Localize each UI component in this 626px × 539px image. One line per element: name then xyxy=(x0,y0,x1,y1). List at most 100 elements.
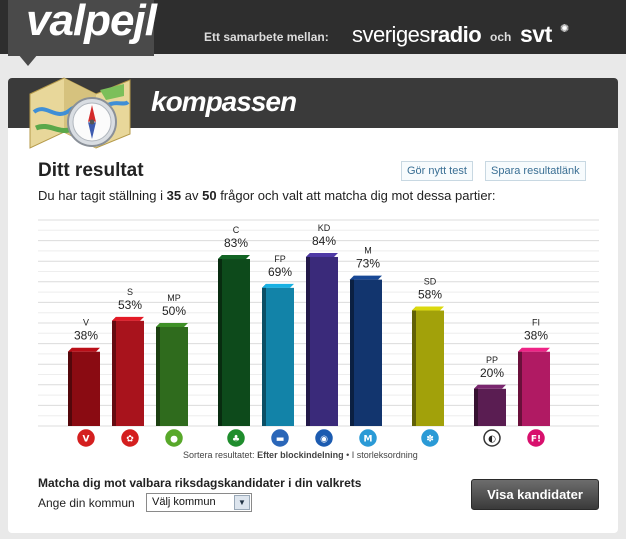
kd-globe-icon-glyph: ◉ xyxy=(320,435,328,445)
party-match-chart: V38%VS53%✿MP50%●C83%♣FP69%▬KD84%◉M73%MSD… xyxy=(38,219,599,447)
bar-category-label: KD xyxy=(318,223,331,233)
bar-value-label: 73% xyxy=(356,257,380,271)
fp-car-icon xyxy=(271,429,289,447)
panel-title: kompassen xyxy=(151,86,297,117)
bar-category-label: C xyxy=(233,225,240,235)
bar-side xyxy=(518,347,522,426)
connector-text: och xyxy=(490,30,512,44)
logo-tab: valpejl xyxy=(8,0,157,56)
svt-star-icon: ✺ xyxy=(560,23,570,35)
bar-fp[interactable] xyxy=(266,287,294,426)
sort-by-size-link[interactable]: I storleksordning xyxy=(351,450,418,460)
bar-value-label: 84% xyxy=(312,234,336,248)
valpejl-logo[interactable]: valpejl xyxy=(26,0,157,45)
fp-car-icon-glyph: ▬ xyxy=(276,435,285,445)
c-clover-icon-glyph: ♣ xyxy=(232,435,240,445)
bar-value-label: 38% xyxy=(524,329,548,343)
c-clover-icon xyxy=(227,429,245,447)
bar-top xyxy=(112,316,144,321)
bar-top xyxy=(262,283,294,288)
stance-total: 50 xyxy=(202,188,217,203)
bar-side xyxy=(218,255,222,426)
bar-value-label: 50% xyxy=(162,304,186,318)
bar-category-label: MP xyxy=(167,293,181,303)
bar-mp[interactable] xyxy=(160,327,188,426)
bar-value-label: 58% xyxy=(418,288,442,302)
bar-side xyxy=(350,275,354,426)
bar-top xyxy=(518,347,550,352)
bar-side xyxy=(112,316,116,426)
sort-prefix: Sortera resultatet: xyxy=(183,450,255,460)
pp-pirate-icon-glyph: ◐ xyxy=(488,435,496,445)
bar-top xyxy=(156,323,188,327)
bar-side xyxy=(306,252,310,426)
stance-prefix: Du har tagit ställning i xyxy=(38,188,164,203)
bar-top xyxy=(218,255,250,260)
bar-top xyxy=(306,252,338,257)
result-title: Ditt resultat xyxy=(38,160,144,181)
sr-logo-a: sveriges xyxy=(352,22,430,47)
kommun-label: Ange din kommun xyxy=(38,496,135,510)
bar-pp[interactable] xyxy=(478,388,506,426)
kommun-select-value: Välj kommun xyxy=(152,496,216,508)
bar-top xyxy=(474,384,506,389)
bar-value-label: 53% xyxy=(118,298,142,312)
bar-side xyxy=(68,347,72,426)
bar-category-label: V xyxy=(83,318,89,328)
bar-category-label: SD xyxy=(424,277,437,287)
bar-top xyxy=(68,347,100,352)
sr-logo-b: radio xyxy=(429,22,482,47)
kd-globe-icon xyxy=(315,429,333,447)
bar-category-label: PP xyxy=(486,355,498,365)
rose-v-icon xyxy=(77,429,95,447)
bar-fi[interactable] xyxy=(522,351,550,426)
bar-sd[interactable] xyxy=(416,310,444,426)
show-candidates-button[interactable]: Visa kandidater xyxy=(471,479,599,510)
stance-suffix: frågor och valt att matcha dig mot dessa… xyxy=(220,188,496,203)
bar-v[interactable] xyxy=(72,351,100,426)
m-logo-icon xyxy=(359,429,377,447)
bar-top xyxy=(350,275,382,280)
bar-side xyxy=(412,306,416,426)
kommun-select[interactable]: Välj kommun ▼ xyxy=(146,493,252,512)
fi-logo-icon-glyph: F! xyxy=(531,435,541,445)
sd-flower-icon-glyph: ✽ xyxy=(426,435,434,445)
stance-text: Du har tagit ställning i 35 av 50 frågor… xyxy=(38,188,496,203)
svt-logo[interactable]: svt xyxy=(520,21,552,47)
m-logo-icon-glyph: M xyxy=(364,435,373,445)
sort-options: Sortera resultatet: Efter blockindelning… xyxy=(183,450,418,460)
bar-category-label: S xyxy=(127,287,133,297)
rose-v-icon-glyph: V xyxy=(83,435,90,445)
bar-side xyxy=(474,384,478,426)
bar-side xyxy=(156,323,160,426)
rose-s-icon-glyph: ✿ xyxy=(126,435,134,445)
bar-value-label: 38% xyxy=(74,329,98,343)
new-test-button[interactable]: Gör nytt test xyxy=(401,161,473,181)
bar-value-label: 83% xyxy=(224,236,248,250)
save-result-link-button[interactable]: Spara resultatlänk xyxy=(485,161,586,181)
sd-flower-icon xyxy=(421,429,439,447)
pp-pirate-icon xyxy=(483,429,501,447)
bar-m[interactable] xyxy=(354,279,382,426)
bar-kd[interactable] xyxy=(310,256,338,426)
mp-sun-icon-glyph: ● xyxy=(170,435,178,445)
bar-category-label: M xyxy=(364,246,372,256)
bar-value-label: 69% xyxy=(268,265,292,279)
bar-s[interactable] xyxy=(116,320,144,426)
stance-of: av xyxy=(184,188,199,203)
mp-sun-icon xyxy=(165,429,183,447)
match-title: Matcha dig mot valbara riksdagskandidate… xyxy=(38,476,362,490)
sort-separator: • xyxy=(346,450,350,460)
bar-side xyxy=(262,283,266,426)
bar-category-label: FI xyxy=(532,318,540,328)
collab-text: Ett samarbete mellan: xyxy=(204,30,329,44)
sort-by-block-link[interactable]: Efter blockindelning xyxy=(257,450,344,460)
fi-logo-icon xyxy=(527,429,545,447)
bar-c[interactable] xyxy=(222,259,250,426)
stance-answered: 35 xyxy=(166,188,182,203)
chevron-down-icon[interactable]: ▼ xyxy=(234,495,250,510)
bar-top xyxy=(412,306,444,311)
sveriges-radio-logo[interactable]: sverigesradio xyxy=(352,22,482,48)
bar-category-label: FP xyxy=(274,254,286,264)
rose-s-icon xyxy=(121,429,139,447)
